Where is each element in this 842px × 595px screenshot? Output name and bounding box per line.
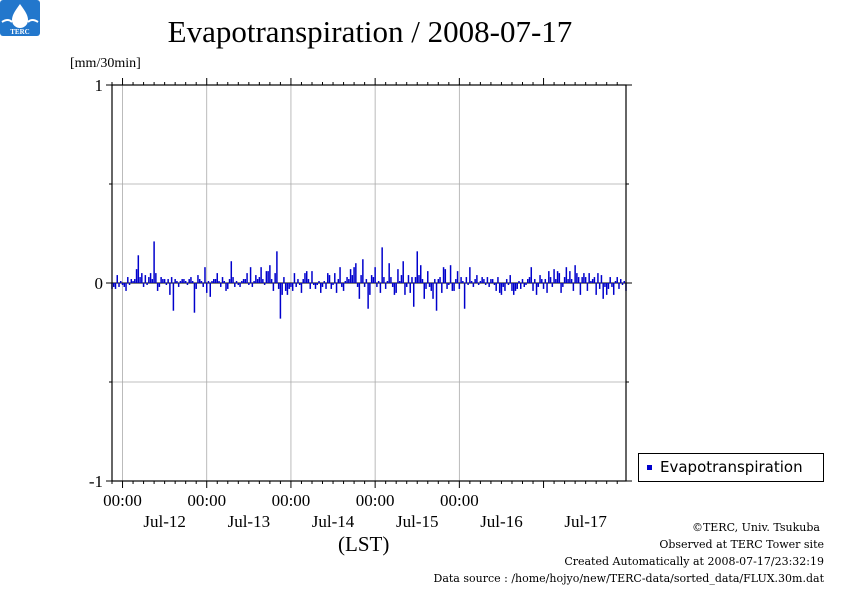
chart-title: Evapotranspiration / 2008-07-17: [167, 14, 573, 49]
x-date-tick-label: Jul-16: [480, 512, 523, 531]
x-date-tick-label: Jul-17: [564, 512, 607, 531]
credit-site: Observed at TERC Tower site: [659, 538, 824, 551]
y-tick-label: 0: [95, 274, 104, 293]
terc-logo: TERC: [0, 0, 40, 36]
y-tick-label: -1: [89, 472, 103, 491]
x-time-tick-label: 00:00: [187, 491, 226, 510]
y-tick-label: 1: [95, 76, 104, 95]
x-time-tick-label: 00:00: [356, 491, 395, 510]
x-date-tick-label: Jul-15: [396, 512, 439, 531]
credit-organization: ©TERC, Univ. Tsukuba: [691, 521, 820, 534]
legend-label: Evapotranspiration: [660, 458, 803, 476]
x-time-tick-label: 00:00: [103, 491, 142, 510]
x-date-tick-label: Jul-14: [312, 512, 355, 531]
credit-created: Created Automatically at 2008-07-17/23:3…: [564, 555, 824, 568]
svg-text:TERC: TERC: [10, 28, 29, 36]
credit-data-source: Data source : /home/hojyo/new/TERC-data/…: [433, 572, 825, 585]
y-axis-unit-label: [mm/30min]: [70, 56, 141, 71]
x-time-tick-label: 00:00: [272, 491, 311, 510]
x-axis-label: (LST): [338, 532, 390, 556]
legend: Evapotranspiration: [638, 453, 824, 482]
x-date-tick-label: Jul-13: [228, 512, 271, 531]
legend-swatch: [647, 465, 652, 470]
plot-frame: [111, 84, 627, 482]
x-date-tick-label: Jul-12: [143, 512, 186, 531]
x-time-tick-label: 00:00: [440, 491, 479, 510]
